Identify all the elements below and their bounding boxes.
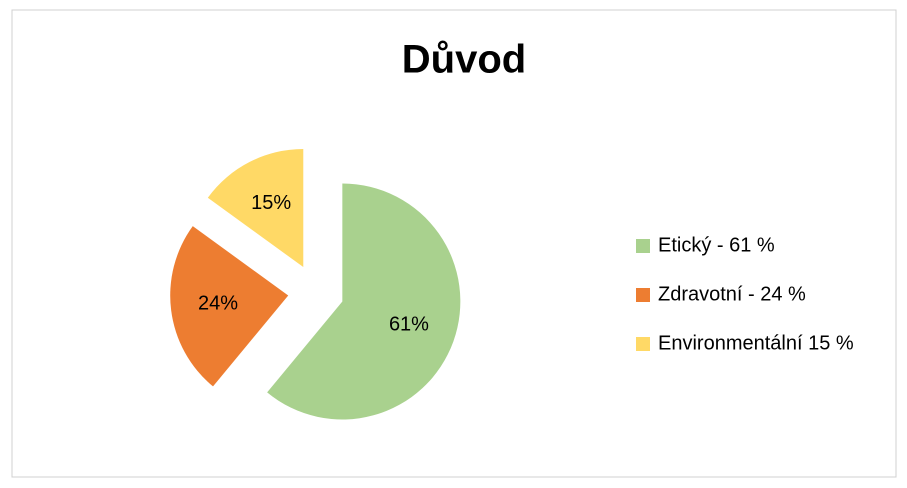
data-label: 15% bbox=[251, 192, 291, 214]
pie-slice bbox=[170, 226, 289, 387]
legend-swatch bbox=[636, 288, 650, 302]
legend-swatch bbox=[636, 337, 650, 351]
data-label: 24% bbox=[198, 293, 238, 315]
legend-label: Etický - 61 % bbox=[658, 234, 775, 256]
legend-label: Environmentální 15 % bbox=[658, 332, 854, 354]
data-label: 61% bbox=[389, 314, 429, 336]
legend-swatch bbox=[636, 239, 650, 253]
chart-frame bbox=[11, 9, 897, 478]
legend-label: Zdravotní - 24 % bbox=[658, 283, 806, 305]
pie-slice bbox=[267, 183, 461, 420]
chart-title: Důvod bbox=[402, 38, 526, 82]
pie-slice bbox=[207, 149, 304, 268]
